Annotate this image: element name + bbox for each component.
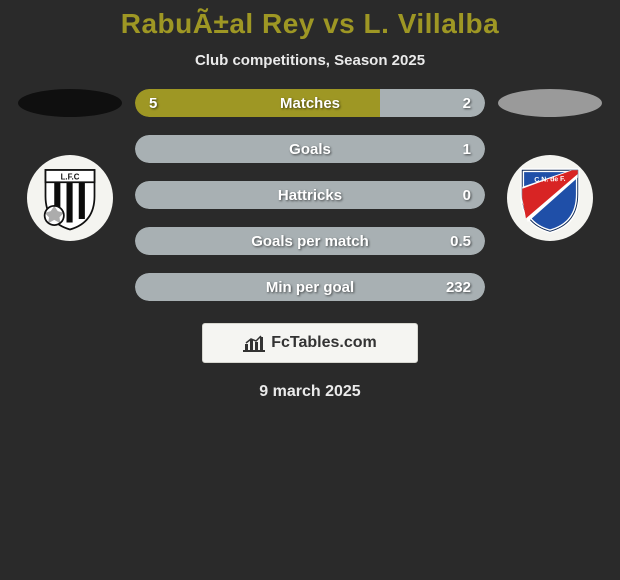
bar-chart-icon	[243, 334, 265, 352]
comparison-infographic: RabuÃ±al Rey vs L. Villalba Club competi…	[0, 0, 620, 401]
shield-icon: L.F.C	[35, 163, 105, 233]
shield-icon: C.N. de F.	[513, 161, 587, 235]
player-right-oval	[498, 89, 602, 117]
date-text: 9 march 2025	[0, 383, 620, 401]
stat-right-value: 1	[445, 141, 471, 158]
bar-values: 232	[135, 279, 485, 296]
main-row: L.F.C 52Matches1Goals0Hattricks0.5Goals …	[0, 89, 620, 301]
svg-text:C.N. de F.: C.N. de F.	[534, 176, 565, 184]
stat-bar: 0.5Goals per match	[135, 227, 485, 255]
stat-bar: 1Goals	[135, 135, 485, 163]
player-left-oval	[18, 89, 122, 117]
stat-right-value: 0	[445, 187, 471, 204]
club-crest-right: C.N. de F.	[507, 155, 593, 241]
stat-bar: 52Matches	[135, 89, 485, 117]
stat-right-value: 232	[445, 279, 471, 296]
stats-bars: 52Matches1Goals0Hattricks0.5Goals per ma…	[135, 89, 485, 301]
left-column: L.F.C	[15, 89, 125, 241]
stat-right-value: 0.5	[445, 233, 471, 250]
stat-bar: 0Hattricks	[135, 181, 485, 209]
subtitle: Club competitions, Season 2025	[0, 52, 620, 69]
club-crest-left: L.F.C	[27, 155, 113, 241]
stat-right-value: 2	[445, 95, 471, 112]
svg-text:L.F.C: L.F.C	[61, 173, 80, 182]
bar-values: 0.5	[135, 233, 485, 250]
bar-values: 1	[135, 141, 485, 158]
stat-bar: 232Min per goal	[135, 273, 485, 301]
bar-values: 52	[135, 95, 485, 112]
stat-left-value: 5	[149, 95, 175, 112]
right-column: C.N. de F.	[495, 89, 605, 241]
source-logo-text: FcTables.com	[271, 334, 377, 352]
page-title: RabuÃ±al Rey vs L. Villalba	[0, 8, 620, 40]
bar-values: 0	[135, 187, 485, 204]
source-logo: FcTables.com	[202, 323, 418, 363]
